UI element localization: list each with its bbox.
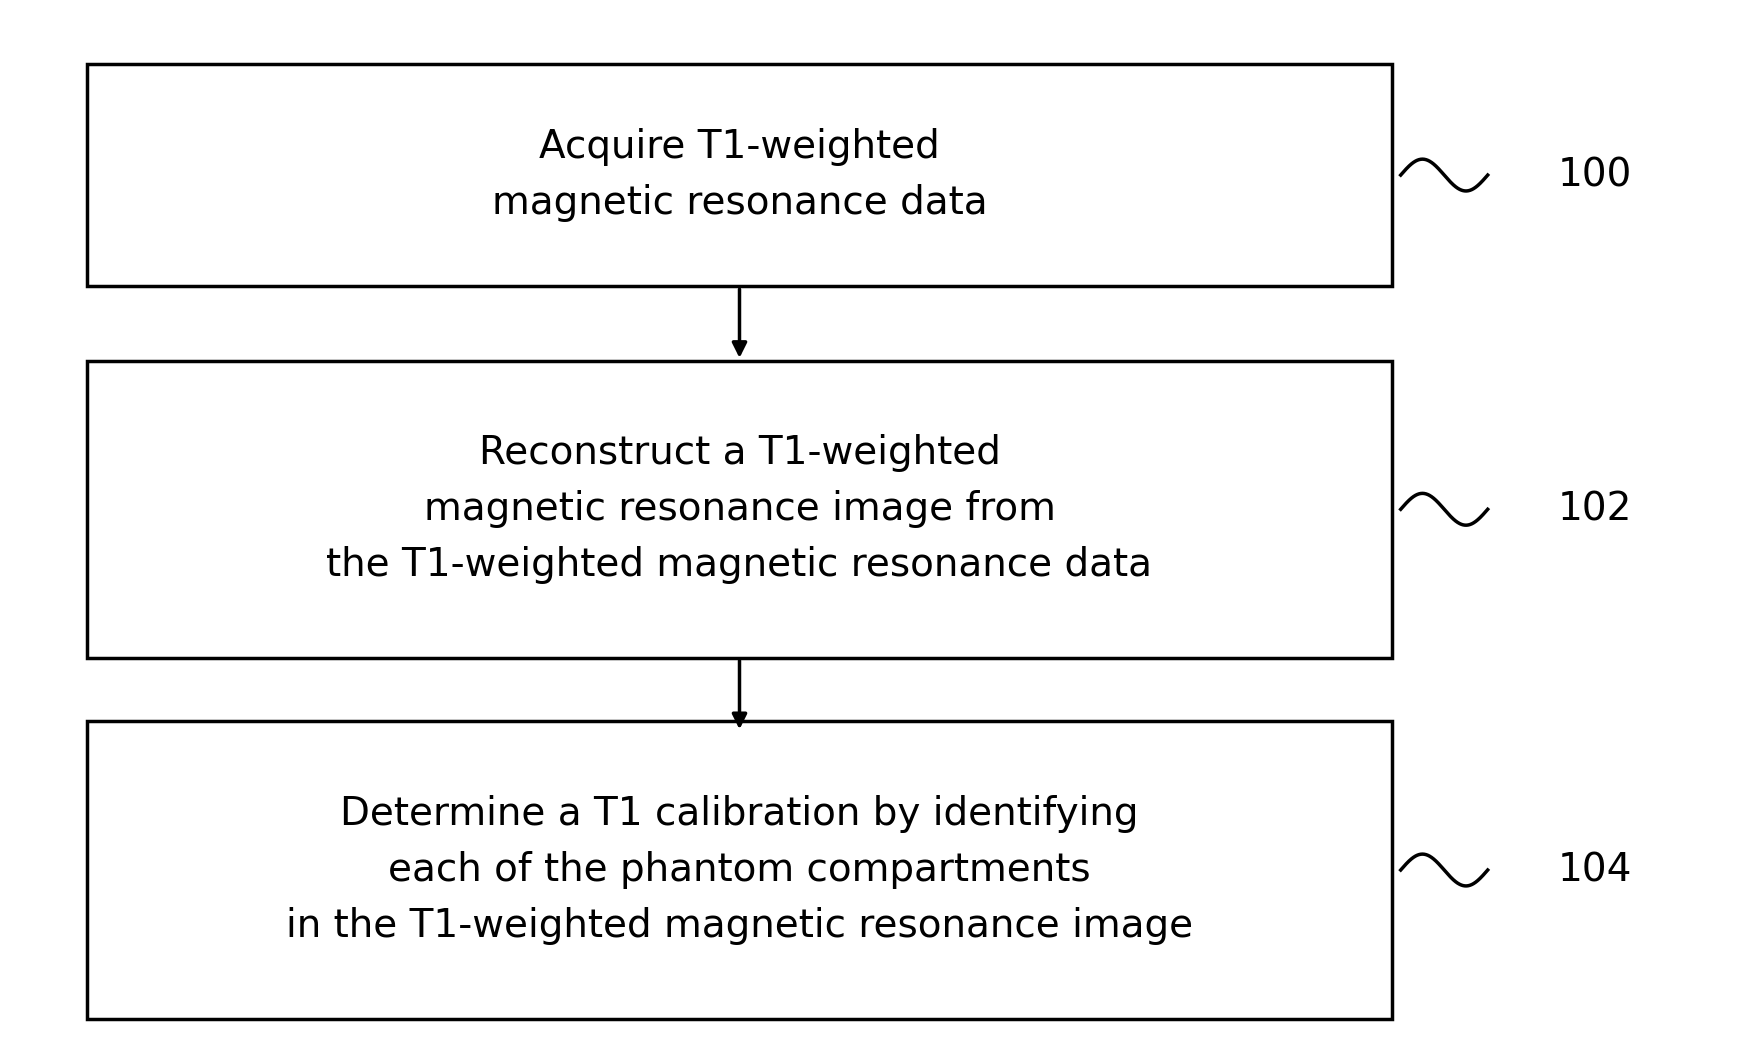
- Text: 100: 100: [1556, 156, 1631, 194]
- FancyBboxPatch shape: [87, 361, 1391, 658]
- Text: 104: 104: [1556, 851, 1631, 889]
- Text: Acquire T1-weighted
magnetic resonance data: Acquire T1-weighted magnetic resonance d…: [492, 128, 986, 222]
- Text: Reconstruct a T1-weighted
magnetic resonance image from
the T1-weighted magnetic: Reconstruct a T1-weighted magnetic reson…: [327, 434, 1151, 585]
- FancyBboxPatch shape: [87, 64, 1391, 286]
- FancyBboxPatch shape: [87, 721, 1391, 1019]
- Text: Determine a T1 calibration by identifying
each of the phantom compartments
in th: Determine a T1 calibration by identifyin…: [285, 795, 1193, 945]
- Text: 102: 102: [1556, 490, 1631, 528]
